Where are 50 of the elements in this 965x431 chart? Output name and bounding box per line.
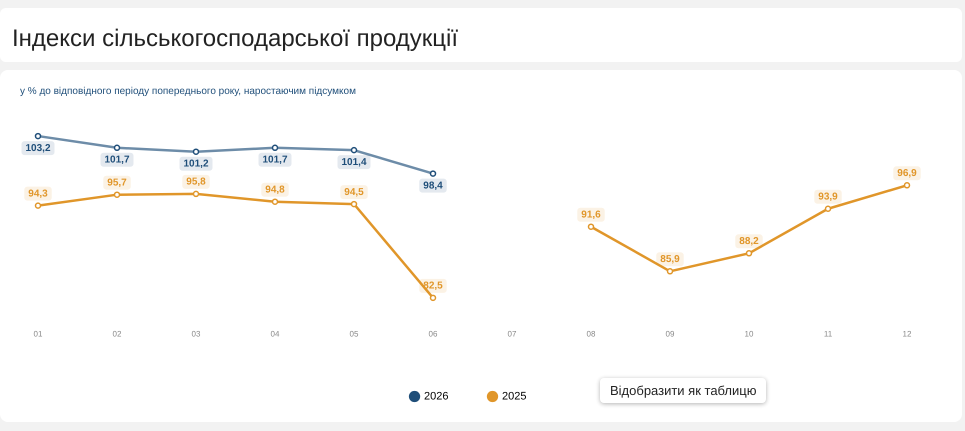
x-tick-label: 11 [824, 329, 833, 338]
point [272, 144, 278, 152]
text: Відобразити як таблицю [600, 378, 766, 403]
point [430, 294, 436, 302]
x-tick-label: 04 [270, 329, 280, 338]
point [904, 182, 910, 189]
point [824, 206, 832, 212]
x-tick-label: 10 [744, 329, 754, 338]
x-tick-label: 05 [350, 329, 359, 338]
data-label: 88,2 [739, 236, 760, 248]
data-label: 101,7 [262, 154, 288, 166]
x-tick-label: 03 [192, 329, 201, 338]
x-tick-label: 06 [428, 329, 438, 338]
x-tick-label: 07 [508, 329, 517, 338]
point [34, 132, 42, 140]
data-label: 93,9 [818, 192, 838, 203]
data-label: 94,8 [265, 184, 286, 196]
x-tick-label: 12 [902, 329, 912, 338]
point [114, 144, 120, 152]
point [34, 202, 42, 209]
x-tick-label: 08 [586, 329, 596, 338]
point [746, 250, 752, 257]
data-label: 94,5 [344, 186, 364, 198]
point [114, 191, 120, 198]
chart-title: Індекси сільськогосподарської продукції [12, 25, 458, 53]
point [430, 170, 436, 177]
point [272, 198, 278, 205]
data-label: 95,7 [107, 177, 128, 188]
x-tick-label: 09 [666, 329, 675, 338]
point [350, 146, 358, 154]
legend-label: 2025 [502, 390, 526, 403]
data-label: 95,8 [186, 176, 206, 188]
data-label: 96,9 [897, 168, 918, 180]
legend-label: 2026 [424, 390, 449, 403]
point [666, 268, 674, 275]
data-label: 98,4 [423, 180, 444, 192]
data-label: 91,6 [581, 209, 602, 220]
chart-subtitle: у % до відповідного періоду попереднього року, наростаючим підсумком [20, 86, 356, 97]
point [350, 200, 358, 208]
x-tick-label: 02 [112, 329, 122, 338]
x-tick-label: 01 [34, 329, 43, 338]
data-label: 94,3 [28, 188, 48, 200]
point [588, 223, 594, 230]
data-label: 101,4 [341, 156, 367, 168]
data-label: 101,7 [104, 154, 130, 166]
data-label: 103,2 [25, 142, 51, 154]
data-label: 85,9 [660, 254, 680, 266]
data-label: 101,2 [183, 158, 209, 170]
point [192, 148, 200, 155]
point [192, 190, 200, 198]
